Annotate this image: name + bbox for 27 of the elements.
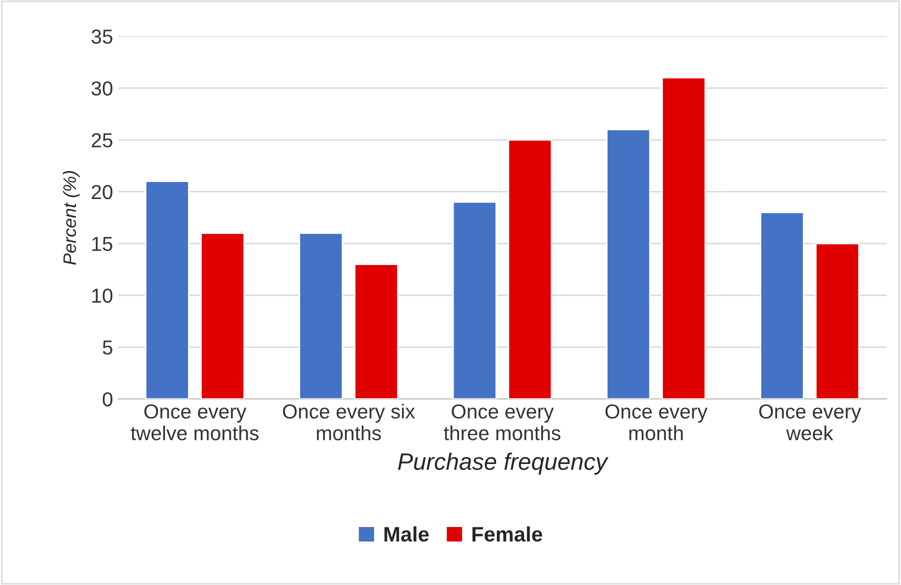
y-tick-label: 35	[92, 30, 112, 44]
y-tick-label: 0	[102, 392, 112, 406]
legend-label: Female	[472, 526, 542, 542]
bar	[661, 77, 706, 399]
x-tick-label: Once every twelve months	[130, 404, 259, 440]
x-axis-title: Purchase frequency	[398, 452, 608, 475]
y-tick-label: 10	[92, 288, 112, 303]
y-tick-label: 5	[102, 340, 112, 355]
bar	[298, 232, 344, 399]
y-axis-title: Percent (%)	[62, 171, 80, 265]
x-tick-label: Once every six months	[282, 404, 415, 440]
bar	[760, 212, 804, 399]
bar	[354, 264, 398, 399]
bar	[508, 139, 552, 399]
bar	[815, 242, 860, 399]
bar	[200, 232, 245, 399]
y-tick-label: 25	[92, 133, 112, 148]
y-tick-label: 20	[92, 184, 112, 200]
x-tick-label: Once every week	[759, 404, 862, 440]
legend-label: Male	[384, 526, 429, 542]
x-tick-label: Once every three months	[444, 404, 560, 440]
y-tick-label: 15	[92, 236, 112, 252]
x-tick-label: Once every month	[605, 404, 708, 440]
bar	[145, 180, 190, 399]
bar	[452, 201, 497, 399]
y-tick-label: 30	[92, 81, 112, 96]
bar	[606, 128, 651, 399]
